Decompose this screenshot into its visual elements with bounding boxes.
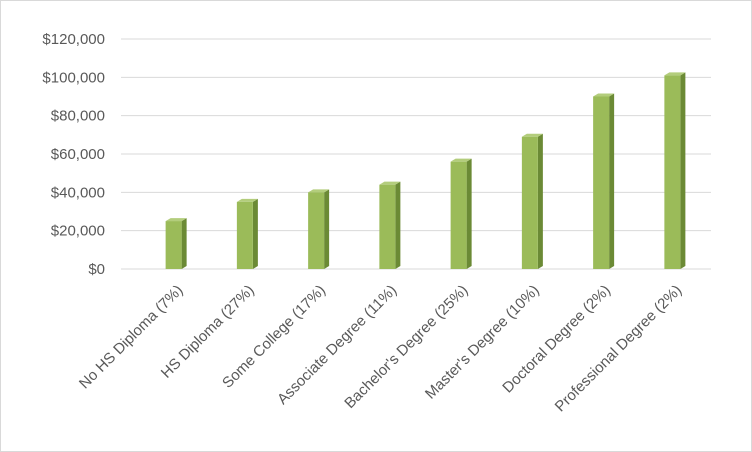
bar-top: [450, 158, 472, 162]
y-tick-label: $60,000: [51, 146, 105, 163]
bar-front: [308, 192, 325, 269]
bars: [165, 72, 686, 270]
bar-front: [450, 161, 467, 269]
bar: [308, 189, 330, 269]
bar: [236, 198, 258, 269]
bar-side: [537, 133, 543, 269]
bar: [593, 93, 615, 269]
x-axis-ticks: No HS Diploma (7%)HS Diploma (27%)Some C…: [76, 282, 685, 415]
bar-side: [252, 198, 258, 269]
y-axis-ticks: $0 $20,000 $40,000 $60,000 $80,000 $100,000 $1…: [42, 31, 105, 278]
bar-top: [521, 133, 543, 137]
bar-front: [593, 96, 610, 269]
y-tick-label: $120,000: [42, 31, 105, 48]
bar-front: [379, 184, 396, 269]
x-tick-label: Professional Degree (2%): [552, 282, 685, 415]
bar-top: [593, 93, 615, 97]
y-tick-label: $100,000: [42, 69, 105, 86]
bar-side: [324, 189, 330, 269]
bar-side: [609, 93, 615, 269]
y-tick-label: $80,000: [51, 108, 105, 125]
y-tick-label: $0: [88, 261, 105, 278]
bar-front: [521, 136, 538, 269]
x-tick-label: Associate Degree (11%): [274, 282, 400, 408]
bar-top: [236, 198, 258, 202]
bar-top: [165, 218, 187, 222]
x-tick-label: Bachelor's Degree (25%): [341, 282, 471, 412]
bar-side: [466, 158, 472, 269]
bar: [521, 133, 543, 269]
bar-side: [181, 218, 187, 269]
bar-top: [308, 189, 330, 193]
bar-top: [664, 72, 686, 76]
bar: [165, 218, 187, 269]
bar: [664, 72, 686, 270]
bar: [450, 158, 472, 269]
bar-side: [680, 72, 686, 270]
bar-side: [395, 181, 401, 269]
bar-top: [379, 181, 401, 185]
bar-front: [664, 75, 681, 270]
y-tick-label: $40,000: [51, 184, 105, 201]
bar: [379, 181, 401, 269]
bar-front: [165, 221, 182, 269]
gridlines: [121, 38, 711, 270]
bar-front: [236, 201, 253, 269]
y-tick-label: $20,000: [51, 223, 105, 240]
